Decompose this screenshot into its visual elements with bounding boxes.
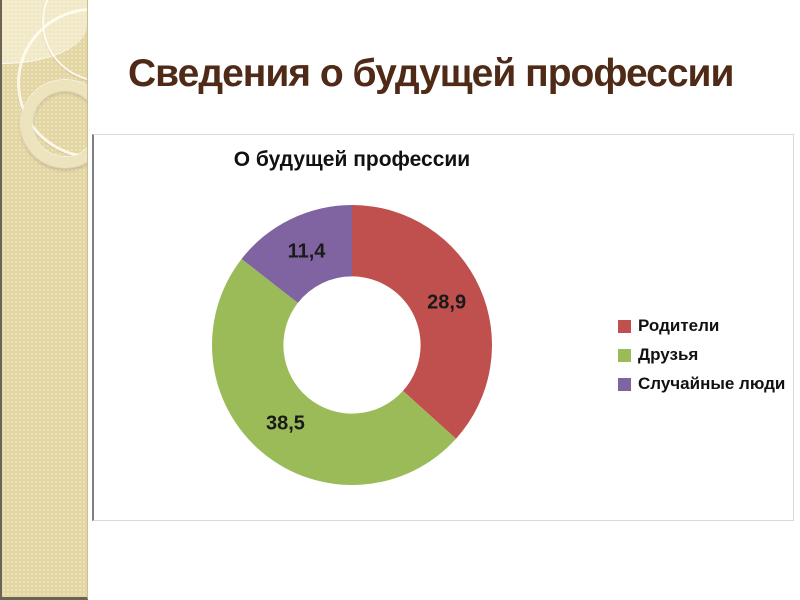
legend-swatch-icon	[618, 377, 631, 391]
chart-container: О будущей профессии 28,9 38,5 11,4 Родит…	[92, 134, 794, 521]
slide-title: Сведения о будущей профессии	[128, 52, 734, 95]
legend-swatch-icon	[618, 319, 631, 333]
sidebar-decoration	[0, 0, 88, 600]
legend-item: Случайные люди	[618, 374, 785, 394]
donut-chart: 28,9 38,5 11,4	[212, 205, 492, 485]
decorative-ring-icon	[21, 80, 87, 168]
legend-label: Родители	[638, 316, 720, 335]
legend-item: Родители	[618, 316, 785, 336]
chart-title: О будущей профессии	[233, 148, 471, 171]
donut-chart-svg	[212, 205, 492, 485]
legend-swatch-icon	[618, 348, 631, 362]
donut-slice	[212, 258, 456, 485]
legend-label: Случайные люди	[638, 374, 786, 393]
slice-value-label: 11,4	[287, 240, 326, 263]
chart-legend: Родители Друзья Случайные люди	[618, 316, 785, 403]
slice-value-label: 38,5	[265, 412, 305, 435]
donut-slice	[352, 205, 492, 439]
donut-slice	[241, 205, 352, 303]
legend-item: Друзья	[618, 345, 785, 365]
legend-label: Друзья	[638, 345, 699, 364]
slice-value-label: 28,9	[427, 291, 467, 314]
